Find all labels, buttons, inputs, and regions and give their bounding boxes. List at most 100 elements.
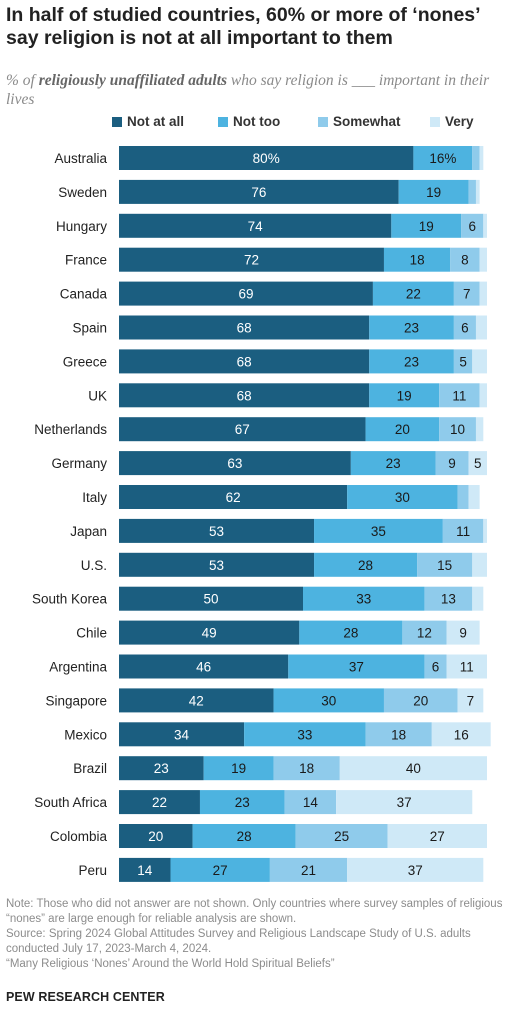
data-label: 23 xyxy=(404,321,419,336)
category-label: Spain xyxy=(72,321,107,336)
bar-segment-not-at-all xyxy=(119,315,370,340)
bar-segment-somewhat xyxy=(417,552,473,577)
bar-row: Germany 63 23 9 5 xyxy=(51,451,487,476)
category-label: Brazil xyxy=(73,761,107,776)
bar-segment-very xyxy=(446,620,480,645)
category-label: Netherlands xyxy=(34,422,107,437)
data-label: 72 xyxy=(244,253,259,268)
data-label: 11 xyxy=(456,524,470,539)
bar-segment-not-at-all xyxy=(119,281,373,306)
chart-subtitle: % of religiously unaffiliated adults who… xyxy=(6,71,516,109)
data-label: 42 xyxy=(189,693,204,708)
data-label: 74 xyxy=(248,219,264,234)
bar-segment-very xyxy=(479,247,487,272)
data-label: 40 xyxy=(406,761,421,776)
data-label: 28 xyxy=(358,558,373,573)
bar-segment-very xyxy=(457,688,484,713)
data-label: 8 xyxy=(461,253,469,268)
data-label: 53 xyxy=(209,558,224,573)
data-label: 14 xyxy=(137,863,153,878)
data-label: 30 xyxy=(395,490,410,505)
legend-item-not-too: Not too xyxy=(218,114,280,129)
data-label: 68 xyxy=(237,388,252,403)
bar-segment-very xyxy=(336,790,473,815)
category-label: Germany xyxy=(51,456,107,471)
bar-segment-not-at-all xyxy=(119,790,200,815)
bar-segment-not-too xyxy=(369,315,454,340)
bar-segment-very xyxy=(387,824,487,848)
category-label: Australia xyxy=(54,151,107,166)
bar-segment-not-at-all xyxy=(119,349,370,374)
data-label: 69 xyxy=(238,287,253,302)
data-label: 15 xyxy=(437,558,452,573)
chart-title: In half of studied countries, 60% or mor… xyxy=(6,4,480,49)
data-label: 12 xyxy=(417,626,432,641)
bar-segment-not-too xyxy=(398,179,469,204)
bar-segment-not-too xyxy=(365,417,440,442)
bar-row: Italy 62 30 xyxy=(82,485,480,509)
bar-segment-somewhat xyxy=(269,857,348,882)
data-label: 5 xyxy=(474,456,482,471)
data-label: 80% xyxy=(253,151,280,166)
bar-segment-not-too xyxy=(288,654,425,679)
data-label: 23 xyxy=(154,761,169,776)
notes: Note: Those who did not answer are not s… xyxy=(6,897,516,972)
bar-row: Colombia 20 28 25 27 xyxy=(50,824,487,848)
data-label: 22 xyxy=(406,287,421,302)
bar-segment-not-at-all xyxy=(119,247,384,272)
brand-logo-text: PEW RESEARCH CENTER xyxy=(6,990,165,1004)
data-label: 22 xyxy=(152,795,167,810)
data-label: 23 xyxy=(235,795,250,810)
bar-segment-somewhat xyxy=(424,654,447,679)
bar-segment-very xyxy=(468,485,480,509)
data-label: 20 xyxy=(395,422,410,437)
data-label: 63 xyxy=(227,456,242,471)
data-label: 50 xyxy=(203,592,218,607)
data-label: 21 xyxy=(301,863,316,878)
data-label: 19 xyxy=(231,761,246,776)
data-label: 46 xyxy=(196,660,211,675)
bar-segment-somewhat xyxy=(365,722,432,747)
bar-row: Spain 68 23 6 xyxy=(72,315,487,340)
bar-segment-not-too xyxy=(203,756,274,781)
legend: Not at all Not too Somewhat Very xyxy=(0,114,521,134)
category-label: Colombia xyxy=(50,829,108,844)
bar-segment-somewhat xyxy=(461,213,484,238)
bar-segment-not-at-all xyxy=(119,552,315,577)
bar-segment-somewhat xyxy=(383,688,458,713)
data-label: 11 xyxy=(452,388,466,403)
bar-segment-somewhat xyxy=(472,146,480,170)
bar-segment-somewhat xyxy=(284,790,337,815)
bar-segment-not-at-all xyxy=(119,586,303,611)
bar-segment-very xyxy=(475,417,484,442)
category-label: Sweden xyxy=(58,185,107,200)
data-label: 6 xyxy=(432,660,440,675)
data-label: 27 xyxy=(213,863,228,878)
bar-row: Chile 49 28 12 9 xyxy=(76,620,480,645)
bar-segment-very xyxy=(472,552,487,577)
data-label: 35 xyxy=(371,524,386,539)
data-label: 23 xyxy=(386,456,401,471)
bar-segment-very xyxy=(446,654,487,679)
bar-segment-somewhat xyxy=(295,824,388,848)
data-label: 10 xyxy=(450,422,465,437)
bar-row: Singapore 42 30 20 7 xyxy=(45,688,484,713)
bar-segment-not-at-all xyxy=(119,722,245,747)
bar-segment-not-at-all xyxy=(119,688,274,713)
bar-segment-somewhat xyxy=(435,451,469,476)
data-label: 25 xyxy=(334,829,349,844)
category-label: Argentina xyxy=(49,660,107,675)
category-label: Italy xyxy=(82,490,107,505)
bar-segment-very xyxy=(468,451,487,476)
bar-segment-very xyxy=(339,756,487,781)
source-text: Source: Spring 2024 Global Attitudes Sur… xyxy=(6,928,471,955)
data-label: 53 xyxy=(209,524,224,539)
data-label: 68 xyxy=(237,354,252,369)
bar-segment-very xyxy=(479,146,484,170)
category-label: Japan xyxy=(70,524,107,539)
category-label: Greece xyxy=(63,354,107,369)
legend-label: Not too xyxy=(233,114,281,129)
data-label: 18 xyxy=(299,761,314,776)
bar-row: Australia 80% 16% xyxy=(54,146,484,170)
data-label: 13 xyxy=(441,592,456,607)
